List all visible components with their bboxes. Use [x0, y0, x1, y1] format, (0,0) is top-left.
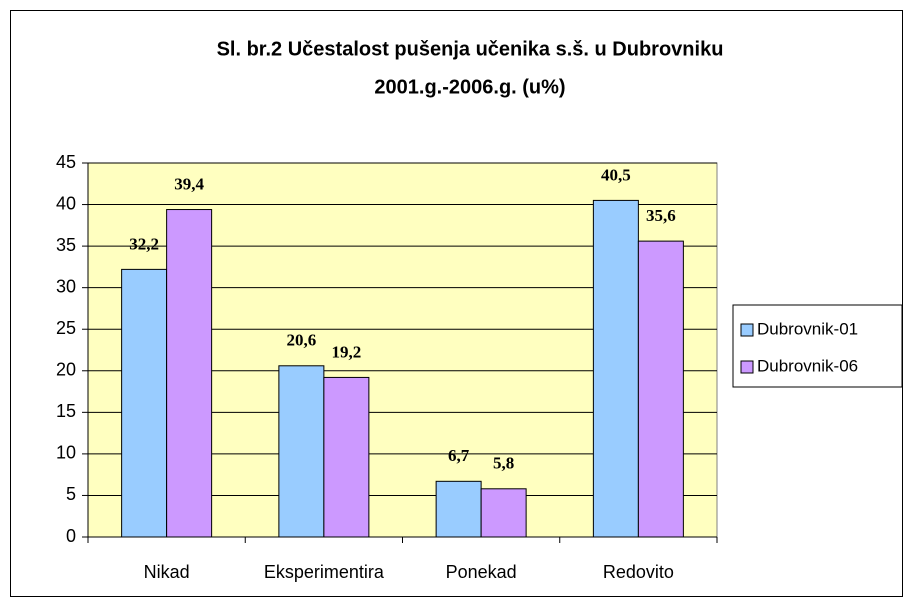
chart-title: 2001.g.-2006.g. (u%) [374, 76, 565, 98]
legend-label: Dubrovnik-06 [757, 356, 858, 375]
value-label: 32,2 [129, 234, 159, 253]
y-tick-label: 25 [56, 318, 76, 338]
bar [592, 199, 639, 538]
x-tick-label: Eksperimentira [264, 562, 385, 582]
bar [323, 376, 370, 538]
chart-title: Sl. br.2 Učestalost pušenja učenika s.š.… [217, 38, 724, 60]
y-tick-label: 5 [66, 484, 76, 504]
bar [435, 480, 482, 538]
value-label: 5,8 [493, 454, 514, 473]
y-tick-label: 20 [56, 360, 76, 380]
bar [637, 240, 684, 538]
bar [278, 365, 325, 538]
x-tick-label: Redovito [603, 562, 674, 582]
y-tick-label: 40 [56, 193, 76, 213]
bar [121, 268, 168, 538]
legend-label: Dubrovnik-01 [757, 319, 858, 338]
y-tick-label: 35 [56, 235, 76, 255]
value-label: 40,5 [601, 165, 631, 184]
legend-swatch [740, 360, 754, 374]
legend-swatch [740, 323, 754, 337]
y-tick-label: 0 [66, 526, 76, 546]
value-label: 39,4 [174, 174, 204, 193]
bar [166, 209, 213, 538]
value-label: 19,2 [332, 342, 362, 361]
value-label: 6,7 [448, 446, 470, 465]
value-label: 20,6 [287, 331, 317, 350]
x-tick-label: Nikad [144, 562, 190, 582]
x-tick-label: Ponekad [446, 562, 517, 582]
y-tick-label: 10 [56, 443, 76, 463]
value-label: 35,6 [646, 206, 676, 225]
y-tick-label: 15 [56, 401, 76, 421]
y-tick-label: 45 [56, 152, 76, 172]
bar [480, 488, 527, 538]
y-tick-label: 30 [56, 276, 76, 296]
legend-box [732, 304, 903, 388]
